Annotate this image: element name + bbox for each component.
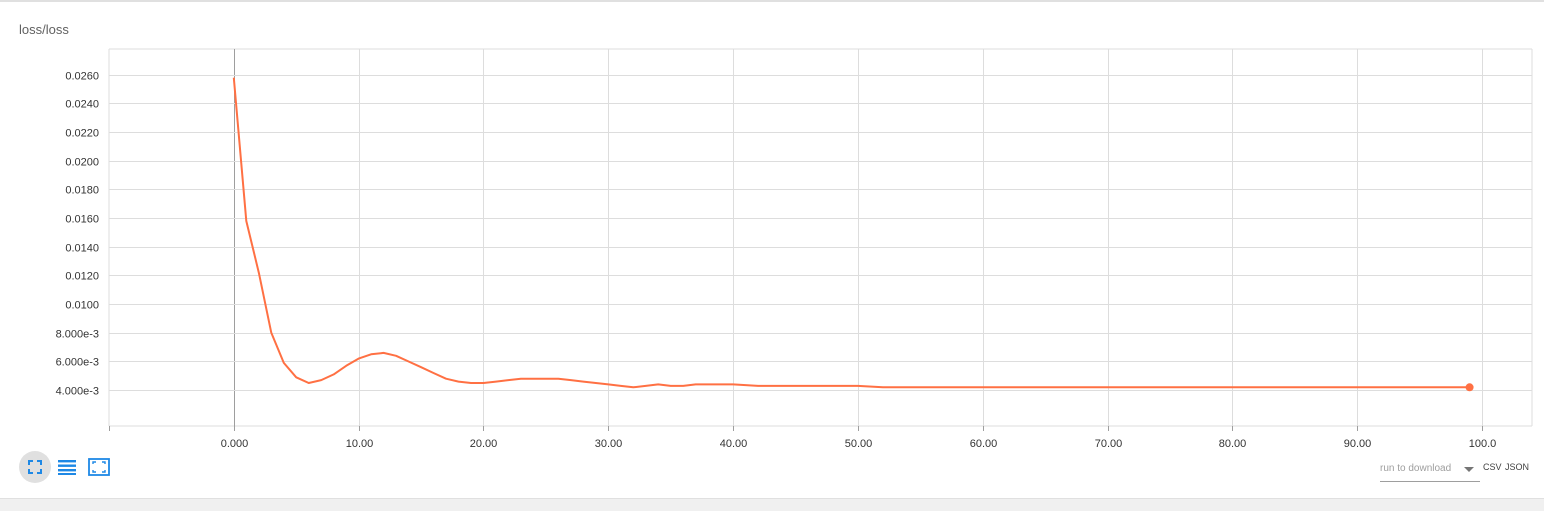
y-tick-label: 0.0240	[65, 99, 99, 111]
y-tick-label: 0.0120	[65, 271, 99, 283]
y-tick-label: 0.0100	[65, 300, 99, 312]
y-tick-label: 6.000e-3	[56, 357, 99, 369]
y-tick-label: 0.0160	[65, 214, 99, 226]
series-last-point	[1465, 383, 1474, 392]
series-line	[232, 77, 1470, 389]
run-download-select[interactable]: run to download	[1380, 458, 1480, 482]
x-tick-label: 70.00	[1095, 438, 1123, 450]
chart-plot[interactable]: 0.000 10.00 20.00 30.00 40.00 50.00 60.00 70.00…	[0, 2, 1544, 500]
expand-button[interactable]	[19, 451, 51, 483]
y-tick-label: 0.0220	[65, 128, 99, 140]
x-tick-label: 60.00	[970, 438, 998, 450]
x-tick-label: 90.00	[1344, 438, 1372, 450]
series-layer	[232, 77, 1474, 392]
bottom-strip	[0, 498, 1544, 511]
y-tick-label: 0.0200	[65, 157, 99, 169]
scalar-chart-card: loss/loss 0.000 10.00 20.00 30.00 40.00 50.00…	[0, 0, 1544, 500]
x-tick-label: 100.0	[1469, 438, 1497, 450]
expand-icon	[28, 460, 42, 474]
y-tick-label: 0.0260	[65, 71, 99, 83]
x-tick-label: 80.00	[1219, 438, 1247, 450]
download-select-placeholder: run to download	[1380, 463, 1452, 474]
fit-domain-button[interactable]	[83, 451, 115, 483]
json-link[interactable]: JSON	[1505, 462, 1530, 472]
chevron-down-icon	[1464, 467, 1474, 472]
chart-toolbar	[19, 450, 115, 484]
grid-layer	[108, 48, 1533, 427]
y-tick-label: 0.0180	[65, 185, 99, 197]
x-tick-label: 0.000	[221, 438, 249, 450]
csv-link[interactable]: CSV	[1483, 462, 1502, 472]
fit-domain-icon	[88, 458, 110, 476]
list-icon	[58, 460, 76, 475]
x-tick-label: 20.00	[470, 438, 498, 450]
axis-layer: 0.000 10.00 20.00 30.00 40.00 50.00 60.00 70.00…	[56, 71, 1497, 451]
x-tick-label: 50.00	[845, 438, 873, 450]
y-tick-label: 4.000e-3	[56, 386, 99, 398]
y-tick-label: 8.000e-3	[56, 329, 99, 341]
x-tick-label: 10.00	[346, 438, 374, 450]
toggle-log-scale-button[interactable]	[51, 451, 83, 483]
x-tick-label: 30.00	[595, 438, 623, 450]
x-tick-label: 40.00	[720, 438, 748, 450]
y-tick-label: 0.0140	[65, 243, 99, 255]
chart-title: loss/loss	[19, 22, 69, 37]
